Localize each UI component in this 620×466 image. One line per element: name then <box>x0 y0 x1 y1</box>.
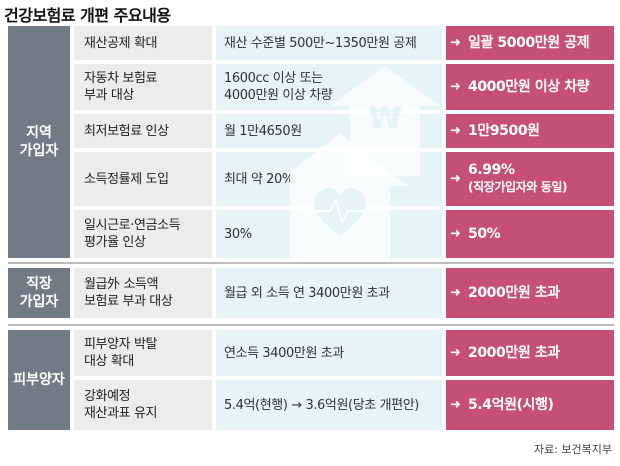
item-cell: 강화예정 재산과표 유지 <box>74 380 212 430</box>
item-cell: 일시근로·연금소득 평가율 인상 <box>74 210 212 258</box>
change-cell: ➜ 6.99% (직장가입자와 동일) <box>446 152 614 206</box>
table-row: 피부양자 박탈 대상 확대 연소득 3400만원 초과 ➜ 2000만원 초과 <box>74 330 614 376</box>
change-cell: ➜ 2000만원 초과 <box>446 268 614 318</box>
table-row: 자동차 보험료 부과 대상 1600cc 이상 또는 4000만원 이상 차량 ➜ 4… <box>74 64 614 110</box>
change-cell: ➜ 일괄 5000만원 공제 <box>446 26 614 60</box>
item-cell: 소득정률제 도입 <box>74 152 212 206</box>
table-row: 일시근로·연금소득 평가율 인상 30% ➜ 50% <box>74 210 614 258</box>
table-row: 월급外 소득액 보험료 부과 대상 월급 외 소득 연 3400만원 초과 ➜ 20… <box>74 268 614 318</box>
right-arrow-icon: ➜ <box>450 35 461 51</box>
item-cell: 최저보험료 인상 <box>74 114 212 148</box>
right-arrow-icon: ➜ <box>450 123 461 139</box>
group-label-line: 피부양자 <box>13 372 65 388</box>
comparison-table: 지역 가입자 직장 가입자 피부양자 재산공제 확대 재산 수준별 500만~135… <box>8 26 614 430</box>
source-note: 자료: 보건복지부 <box>533 443 612 456</box>
table-row: 강화예정 재산과표 유지 5.4억(현행) → 3.6억원(당초 개편안) ➜ 5.… <box>74 380 614 430</box>
group-label-line: 가입자 <box>19 143 59 159</box>
divider <box>8 262 614 264</box>
group-label-dependent: 피부양자 <box>8 330 70 430</box>
right-arrow-icon: ➜ <box>450 226 461 242</box>
change-cell: ➜ 50% <box>446 210 614 258</box>
item-cell: 재산공제 확대 <box>74 26 212 60</box>
right-arrow-icon: ➜ <box>450 171 461 187</box>
right-arrow-icon: ➜ <box>450 397 461 413</box>
change-cell: ➜ 5.4억원(시행) <box>446 380 614 430</box>
current-cell: 30% <box>216 210 442 258</box>
table-row: 재산공제 확대 재산 수준별 500만~1350만원 공제 ➜ 일괄 5000만원… <box>74 26 614 60</box>
item-cell: 월급外 소득액 보험료 부과 대상 <box>74 268 212 318</box>
change-cell: ➜ 4000만원 이상 차량 <box>446 64 614 110</box>
current-cell: 월급 외 소득 연 3400만원 초과 <box>216 268 442 318</box>
divider <box>8 324 614 326</box>
item-cell: 자동차 보험료 부과 대상 <box>74 64 212 110</box>
current-cell: 5.4억(현행) → 3.6억원(당초 개편안) <box>216 380 442 430</box>
page-title: 건강보험료 개편 주요내용 <box>4 6 171 25</box>
group-label-line: 지역 <box>26 125 52 141</box>
current-cell: 1600cc 이상 또는 4000만원 이상 차량 <box>216 64 442 110</box>
group-label-line: 직장 <box>26 276 52 292</box>
change-cell: ➜ 2000만원 초과 <box>446 330 614 376</box>
current-cell: 월 1만4650원 <box>216 114 442 148</box>
table-row: 소득정률제 도입 최대 약 20% ➜ 6.99% (직장가입자와 동일) <box>74 152 614 206</box>
right-arrow-icon: ➜ <box>450 345 461 361</box>
current-cell: 재산 수준별 500만~1350만원 공제 <box>216 26 442 60</box>
right-arrow-icon: ➜ <box>450 285 461 301</box>
item-cell: 피부양자 박탈 대상 확대 <box>74 330 212 376</box>
current-cell: 최대 약 20% <box>216 152 442 206</box>
current-cell: 연소득 3400만원 초과 <box>216 330 442 376</box>
change-cell: ➜ 1만9500원 <box>446 114 614 148</box>
table-row: 최저보험료 인상 월 1만4650원 ➜ 1만9500원 <box>74 114 614 148</box>
group-label-line: 가입자 <box>19 294 59 310</box>
change-note: (직장가입자와 동일) <box>468 180 568 194</box>
right-arrow-icon: ➜ <box>450 79 461 95</box>
